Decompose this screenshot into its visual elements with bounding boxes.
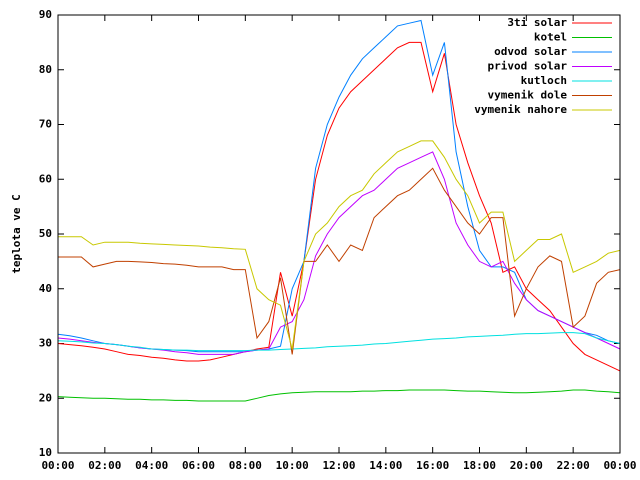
x-tick-label: 10:00	[276, 459, 309, 472]
legend-label: odvod solar	[494, 45, 567, 58]
series-line	[58, 140, 621, 350]
series-line	[57, 389, 621, 402]
x-tick-label: 04:00	[135, 459, 168, 472]
x-tick-label: 02:00	[88, 459, 121, 472]
x-tick-label: 08:00	[229, 459, 262, 472]
y-tick-label: 20	[39, 391, 52, 404]
x-tick-label: 12:00	[322, 459, 355, 472]
y-tick-label: 40	[39, 282, 52, 295]
x-tick-label: 22:00	[557, 459, 590, 472]
legend-label: privod solar	[488, 60, 568, 73]
x-tick-label: 14:00	[369, 459, 402, 472]
plot-frame	[57, 14, 621, 454]
x-tick-label: 00:00	[603, 459, 636, 472]
x-tick-label: 18:00	[463, 459, 496, 472]
y-tick-label: 80	[39, 63, 52, 76]
series-line	[58, 167, 621, 355]
y-tick-label: 90	[39, 8, 52, 21]
legend-label: vymenik dole	[488, 89, 568, 102]
y-tick-label: 50	[39, 227, 52, 240]
legend-label: kotel	[534, 31, 567, 44]
y-tick-label: 60	[39, 172, 52, 185]
series-line	[57, 332, 621, 352]
legend-label: vymenik nahore	[474, 103, 567, 116]
y-tick-label: 30	[39, 337, 52, 350]
y-tick-label: 10	[39, 446, 52, 459]
y-axis-label: teplota ve C	[10, 194, 23, 273]
x-tick-label: 16:00	[416, 459, 449, 472]
x-tick-label: 00:00	[41, 459, 74, 472]
legend-label: kutloch	[521, 74, 567, 87]
y-tick-label: 70	[39, 118, 52, 131]
x-tick-label: 06:00	[182, 459, 215, 472]
legend-label: 3ti solar	[507, 16, 567, 29]
x-tick-label: 20:00	[510, 459, 543, 472]
